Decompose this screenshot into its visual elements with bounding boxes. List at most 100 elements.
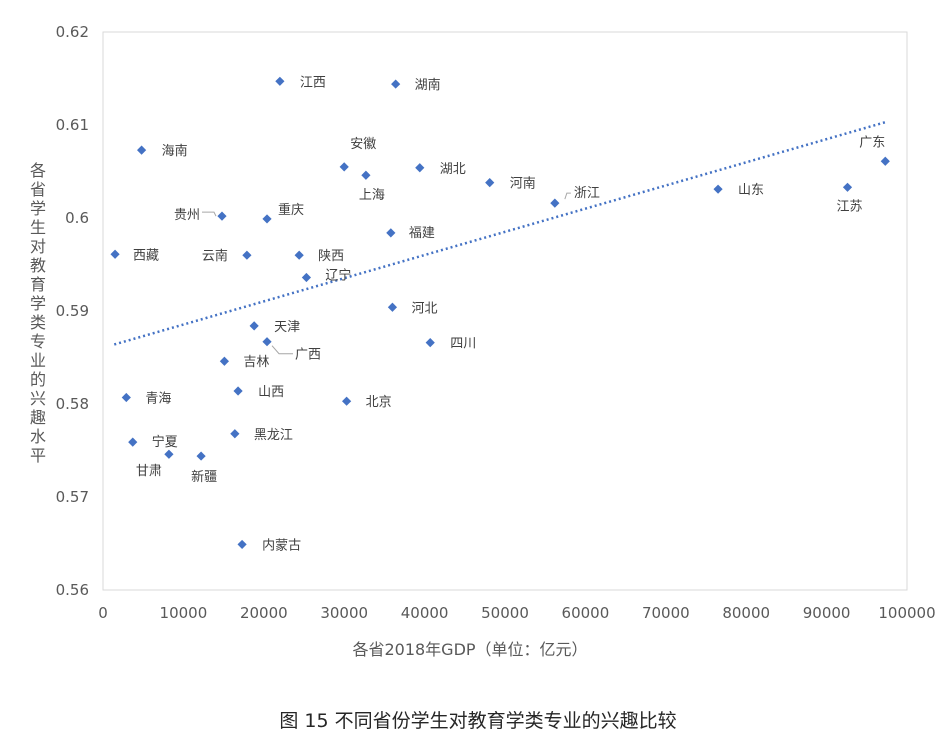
data-point	[387, 302, 398, 312]
data-label: 内蒙古	[262, 537, 301, 553]
data-point	[880, 156, 890, 166]
data-label: 广西	[295, 348, 321, 363]
data-label: 青海	[145, 391, 171, 406]
data-point	[136, 145, 147, 155]
data-label: 河南	[510, 176, 536, 192]
data-label: 湖北	[440, 162, 466, 177]
data-point	[301, 272, 312, 283]
y-axis-title-char: 对	[30, 237, 46, 256]
data-point	[164, 449, 174, 459]
x-tick-label: 30000	[320, 604, 368, 622]
data-label: 广东	[859, 135, 885, 150]
y-axis-title-char: 育	[30, 275, 46, 294]
trendline-layer	[113, 121, 886, 346]
data-point	[842, 182, 853, 192]
y-tick-label: 0.59	[56, 302, 89, 320]
y-axis-title-char: 专	[30, 332, 46, 351]
y-tick-label-layer: 0.56 0.57 0.58 0.59 0.6 0.61 0.62	[56, 23, 89, 599]
data-label: 河北	[411, 301, 437, 316]
y-axis-title-char: 教	[30, 256, 46, 275]
y-axis-title-char: 各	[30, 161, 46, 180]
y-axis-title-char: 生	[30, 218, 46, 237]
data-label: 江苏	[837, 198, 863, 214]
y-tick-label: 0.61	[56, 116, 89, 134]
y-tick-label: 0.56	[56, 581, 89, 599]
data-point	[485, 178, 495, 188]
data-point	[294, 250, 304, 260]
y-tick-label: 0.6	[65, 209, 89, 227]
y-axis-title-char: 省	[30, 180, 46, 199]
data-point	[415, 163, 425, 173]
x-tick-label: 100000	[878, 604, 935, 622]
data-label: 新疆	[191, 469, 217, 485]
data-label: 北京	[366, 395, 392, 410]
y-tick-label: 0.57	[56, 488, 89, 506]
data-point	[262, 337, 272, 347]
data-label: 辽宁	[325, 268, 351, 284]
y-axis-title-char: 学	[30, 294, 46, 313]
data-label: 山东	[738, 183, 764, 198]
data-label: 上海	[359, 188, 385, 203]
data-point	[219, 356, 230, 366]
x-tick-label: 20000	[240, 604, 288, 622]
x-tick-label: 50000	[481, 604, 529, 622]
data-label: 浙江	[574, 186, 600, 201]
data-label: 宁夏	[152, 434, 178, 450]
data-label: 吉林	[243, 355, 269, 370]
data-point	[391, 79, 401, 89]
x-tick-label: 70000	[642, 604, 690, 622]
y-tick-label: 0.58	[56, 395, 89, 413]
data-point	[386, 228, 396, 238]
data-point	[713, 184, 723, 194]
x-tick-label-layer: 0 10000 20000 30000 40000 50000 60000 70000 8000…	[98, 604, 935, 622]
x-tick-label: 40000	[401, 604, 449, 622]
x-axis-title: 各省2018年GDP（单位：亿元）	[352, 640, 587, 659]
y-axis-title-char: 业	[30, 351, 46, 370]
x-tick-label: 10000	[160, 604, 208, 622]
y-axis-title-char: 水	[30, 427, 46, 446]
x-tick-label: 60000	[562, 604, 610, 622]
data-point-layer	[110, 76, 890, 550]
data-label: 黑龙江	[254, 428, 293, 443]
data-label: 甘肃	[136, 464, 162, 479]
data-point	[110, 249, 120, 259]
y-axis-title-char: 类	[30, 313, 46, 332]
y-axis-title-char: 兴	[30, 389, 46, 408]
data-label: 福建	[409, 226, 435, 241]
data-point	[361, 170, 371, 180]
leader-line	[564, 192, 571, 200]
figure-caption: 图 15 不同省份学生对教育学类专业的兴趣比较	[279, 710, 676, 732]
data-point	[262, 214, 272, 224]
data-label: 湖南	[415, 77, 441, 93]
y-axis-title-char: 的	[30, 370, 46, 389]
plot-area-border	[102, 31, 908, 591]
y-axis-title-char: 学	[30, 199, 46, 218]
data-point	[342, 396, 352, 406]
data-label: 天津	[274, 320, 300, 335]
data-label: 山西	[258, 385, 284, 400]
data-point	[249, 321, 259, 331]
y-axis-title-char: 趣	[30, 408, 46, 427]
data-point	[237, 539, 247, 550]
x-tick-label: 0	[98, 604, 108, 622]
data-point	[275, 76, 285, 86]
data-point	[242, 250, 252, 260]
data-point	[339, 162, 349, 172]
trendline	[113, 121, 886, 346]
data-point	[128, 437, 138, 447]
leader-line-layer	[201, 192, 571, 355]
data-label: 四川	[450, 337, 476, 352]
y-tick-label: 0.62	[56, 23, 89, 41]
data-label: 海南	[162, 143, 188, 159]
data-label: 贵州	[174, 208, 200, 223]
y-axis-title-char: 平	[30, 446, 46, 465]
data-point	[550, 198, 560, 208]
data-point	[425, 338, 435, 348]
x-tick-label: 90000	[803, 604, 851, 622]
x-tick-label: 80000	[722, 604, 770, 622]
leader-line	[271, 345, 294, 355]
